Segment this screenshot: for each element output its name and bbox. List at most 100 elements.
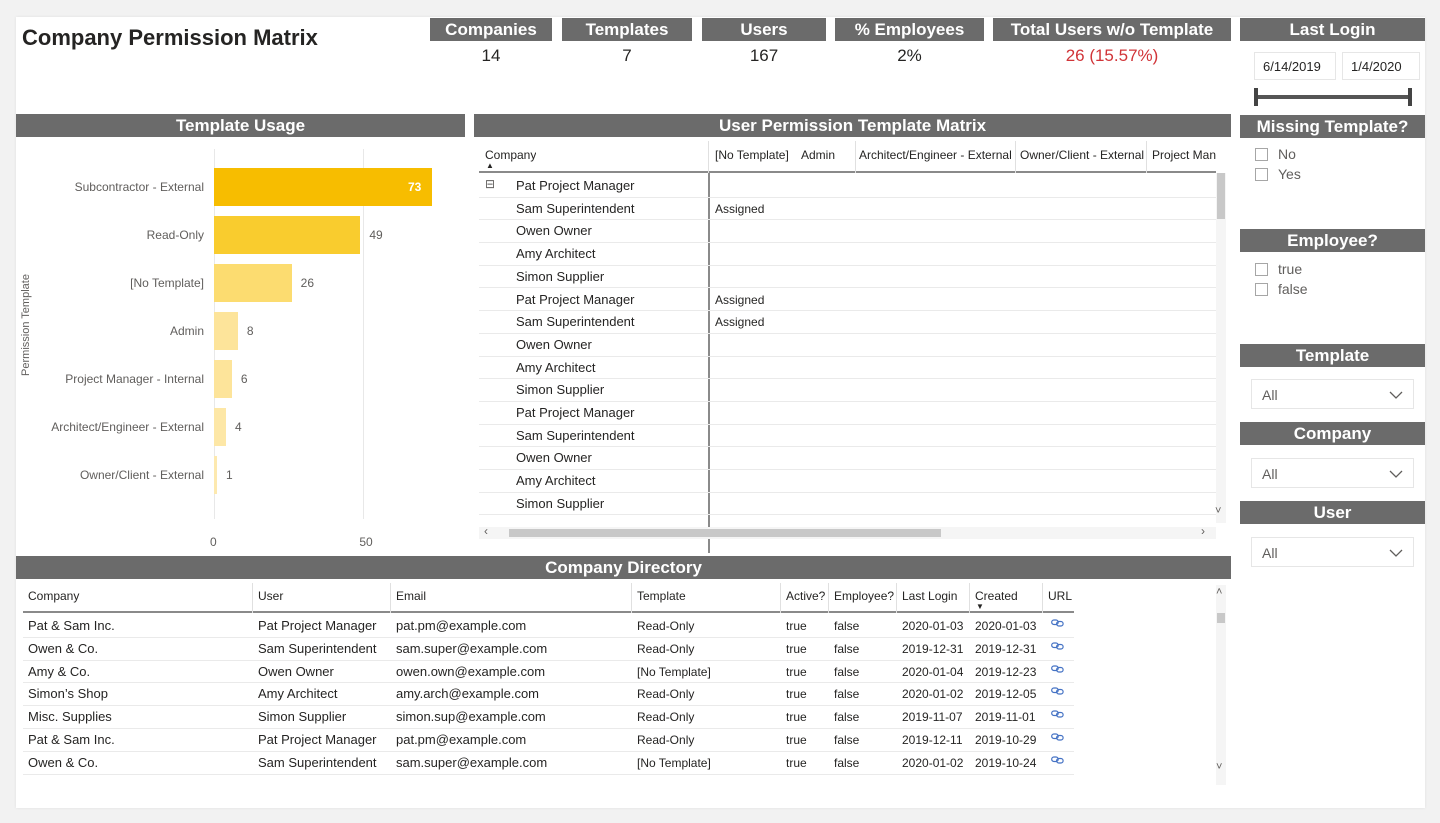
matrix-column-architect[interactable]: Architect/Engineer - External — [859, 148, 1012, 162]
table-row[interactable]: Owen & Co. Sam Superintendent sam.super@ex… — [23, 638, 1074, 661]
last-login-start-input[interactable]: 6/14/2019 — [1254, 52, 1336, 80]
table-row[interactable]: Pat & Sam Inc. Pat Project Manager pat.pm@… — [23, 615, 1074, 638]
bar[interactable] — [214, 408, 226, 446]
matrix-row-label: Owen Owner — [516, 450, 592, 466]
directory-column-employee[interactable]: Employee? — [834, 589, 895, 603]
last-login-slider-track[interactable] — [1256, 95, 1411, 99]
matrix-column-project-manager[interactable]: Project Mana — [1152, 148, 1216, 162]
scroll-left-icon[interactable]: ‹ — [484, 524, 488, 538]
category-label: Read-Only — [146, 228, 204, 242]
matrix-row[interactable]: Owen Owner — [479, 220, 1216, 244]
directory-column-user[interactable]: User — [258, 589, 284, 603]
bar-value-label: 73 — [408, 180, 422, 194]
bar[interactable] — [214, 168, 432, 206]
directory-column-template[interactable]: Template — [637, 589, 686, 603]
matrix-row[interactable]: Amy Architect — [479, 357, 1216, 380]
sort-descending-icon: ▼ — [976, 602, 984, 611]
scroll-thumb[interactable] — [1217, 613, 1225, 623]
last-login-cell: 2019-12-11 — [902, 733, 963, 747]
user-cell: Sam Superintendent — [258, 754, 377, 770]
link-icon[interactable] — [1051, 704, 1064, 726]
collapse-icon[interactable]: ⊟ — [485, 177, 496, 191]
scroll-thumb[interactable] — [509, 529, 941, 537]
scroll-up-icon[interactable]: ˄ — [1216, 586, 1223, 598]
last-login-slider-end-handle[interactable] — [1408, 88, 1412, 106]
table-row[interactable]: Simon’s Shop Amy Architect amy.arch@exampl… — [23, 681, 1074, 707]
matrix-row[interactable]: Owen Owner — [479, 334, 1216, 357]
matrix-column-owner[interactable]: Owner/Client - External — [1020, 148, 1145, 162]
missing-template-option-no[interactable]: No — [1255, 146, 1296, 162]
scroll-thumb[interactable] — [1217, 173, 1225, 219]
matrix-row[interactable]: Sam Superintendent — [479, 425, 1216, 448]
matrix-row[interactable]: Pat Project Manager — [479, 402, 1216, 425]
bar[interactable] — [214, 312, 238, 350]
matrix-column-header-row — [479, 141, 1216, 173]
bar[interactable] — [214, 360, 232, 398]
kpi-users-value: 167 — [749, 46, 779, 65]
company-filter-dropdown[interactable]: All — [1251, 458, 1414, 488]
matrix-row[interactable]: Pat Project Manager Assigned — [479, 289, 1216, 312]
directory-column-header-row — [23, 583, 1074, 613]
directory-column-active[interactable]: Active? — [786, 589, 826, 603]
matrix-column-no-template[interactable]: [No Template] — [715, 148, 789, 162]
matrix-row[interactable]: Sam Superintendent Assigned — [479, 311, 1216, 334]
directory-column-url[interactable]: URL — [1048, 589, 1073, 603]
matrix-vertical-scrollbar[interactable] — [1216, 173, 1226, 523]
matrix-row[interactable]: Sam Superintendent Assigned — [479, 198, 1216, 221]
link-icon[interactable] — [1051, 681, 1064, 703]
last-login-end-input[interactable]: 1/4/2020 — [1342, 52, 1420, 80]
scroll-right-icon[interactable]: › — [1201, 524, 1205, 538]
link-icon[interactable] — [1051, 659, 1064, 681]
directory-column-last-login[interactable]: Last Login — [902, 589, 958, 603]
user-filter-dropdown[interactable]: All — [1251, 537, 1414, 567]
checkbox-icon[interactable] — [1255, 262, 1268, 276]
bar[interactable] — [214, 264, 292, 302]
matrix-column-admin[interactable]: Admin — [801, 148, 836, 162]
checkbox-icon[interactable] — [1255, 167, 1268, 181]
template-filter-dropdown[interactable]: All — [1251, 379, 1414, 409]
matrix-row-label: Owen Owner — [516, 223, 592, 239]
link-icon[interactable] — [1051, 636, 1064, 658]
scroll-down-icon[interactable]: ˅ — [1215, 505, 1222, 517]
last-login-slider-start-handle[interactable] — [1254, 88, 1258, 106]
company-filter-header: Company — [1240, 422, 1425, 445]
table-row[interactable]: Owen & Co. Sam Superintendent sam.super@ex… — [23, 752, 1074, 775]
employee-option-true[interactable]: true — [1255, 261, 1302, 277]
chevron-down-icon — [1389, 459, 1403, 499]
missing-template-option-yes[interactable]: Yes — [1255, 166, 1301, 182]
matrix-row-label: Owen Owner — [516, 336, 592, 352]
link-icon[interactable] — [1051, 727, 1064, 749]
link-icon[interactable] — [1051, 750, 1064, 772]
matrix-row[interactable]: Simon Supplier — [479, 379, 1216, 402]
directory-column-email[interactable]: Email — [396, 589, 427, 603]
bar[interactable] — [214, 456, 217, 494]
matrix-row[interactable]: Simon Supplier — [479, 266, 1216, 289]
table-row[interactable]: Amy & Co. Owen Owner owen.own@example.com [… — [23, 661, 1074, 684]
bar[interactable] — [214, 216, 361, 254]
column-divider — [855, 141, 856, 173]
matrix-row-label: Sam Superintendent — [516, 427, 635, 443]
employee-option-false[interactable]: false — [1255, 281, 1308, 297]
matrix-row[interactable]: Simon Supplier — [479, 493, 1216, 516]
matrix-column-company[interactable]: Company — [485, 148, 537, 162]
checkbox-icon[interactable] — [1255, 282, 1268, 296]
matrix-row[interactable]: Owen Owner — [479, 447, 1216, 471]
checkbox-icon[interactable] — [1255, 147, 1268, 161]
column-divider — [1146, 141, 1147, 173]
directory-column-company[interactable]: Company — [28, 589, 80, 603]
matrix-row[interactable]: Amy Architect — [479, 470, 1216, 493]
scroll-down-icon[interactable]: ˅ — [1216, 761, 1223, 773]
active-cell: true — [786, 619, 807, 633]
matrix-row[interactable]: Amy Architect — [479, 243, 1216, 266]
sort-ascending-icon: ▲ — [486, 161, 494, 170]
column-divider — [631, 583, 632, 613]
link-icon[interactable] — [1051, 613, 1064, 635]
active-cell: true — [786, 755, 807, 770]
directory-column-created[interactable]: Created — [975, 589, 1018, 603]
directory-vertical-scrollbar[interactable] — [1216, 585, 1226, 785]
table-row[interactable]: Pat & Sam Inc. Pat Project Manager pat.pm@… — [23, 729, 1074, 752]
matrix-row[interactable]: Pat Project Manager — [479, 175, 1216, 198]
table-row[interactable]: Misc. Supplies Simon Supplier simon.sup@ex… — [23, 706, 1074, 729]
matrix-horizontal-scrollbar[interactable]: ‹ › — [479, 524, 1216, 539]
column-divider — [780, 583, 781, 613]
